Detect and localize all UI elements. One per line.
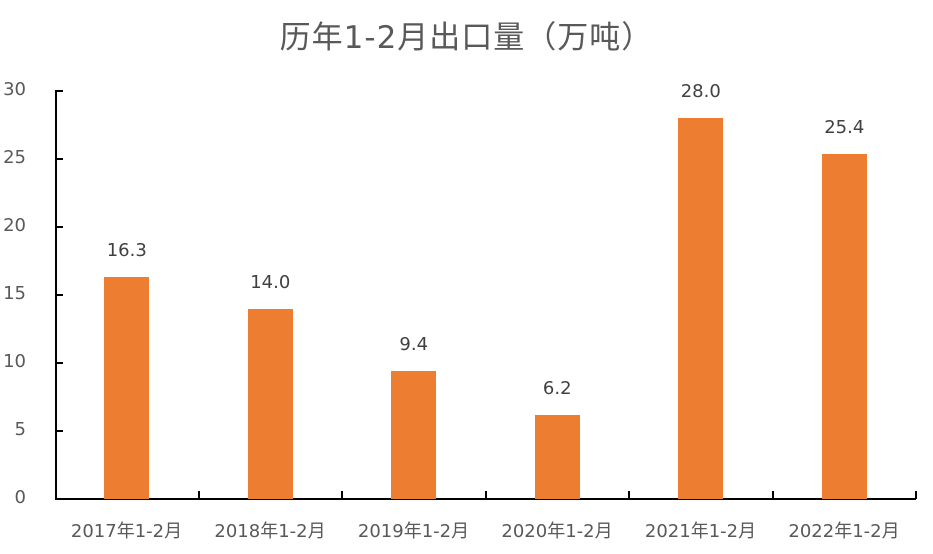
y-tick-label: 15 <box>3 283 26 304</box>
y-tick-label: 30 <box>3 79 26 100</box>
bar[interactable] <box>391 371 437 499</box>
x-tick-mark <box>915 491 917 499</box>
x-category-label: 2017年1-2月 <box>70 521 183 542</box>
y-tick-mark <box>55 430 63 432</box>
bar[interactable] <box>821 153 867 499</box>
y-tick-mark <box>55 90 63 92</box>
bar[interactable] <box>247 308 293 499</box>
data-label: 14.0 <box>250 271 291 293</box>
x-axis-line <box>55 498 916 500</box>
x-category-label: 2020年1-2月 <box>501 521 613 542</box>
y-tick-mark <box>55 362 63 364</box>
x-tick-mark <box>771 491 774 499</box>
x-tick-mark <box>484 491 487 499</box>
x-category-label: 2019年1-2月 <box>357 521 470 542</box>
bar[interactable] <box>678 118 724 499</box>
x-tick-mark <box>197 491 200 499</box>
y-tick-label: 5 <box>14 419 26 440</box>
data-label: 25.4 <box>824 116 865 138</box>
x-category-label: 2022年1-2月 <box>788 521 900 542</box>
x-tick-mark <box>341 491 343 499</box>
data-label: 16.3 <box>106 240 147 262</box>
y-tick-mark <box>55 226 63 228</box>
chart-title: 历年1-2月出口量（万吨） <box>279 20 654 56</box>
x-category-label: 2018年1-2月 <box>214 521 326 542</box>
bar[interactable] <box>104 277 150 499</box>
y-tick-label: 20 <box>3 215 26 236</box>
data-label: 6.2 <box>542 377 572 399</box>
x-category-label: 2021年1-2月 <box>644 521 757 542</box>
y-tick-label: 10 <box>3 351 26 372</box>
x-tick-mark <box>628 491 630 499</box>
y-tick-mark <box>55 294 63 296</box>
y-tick-label: 0 <box>14 487 26 508</box>
bar[interactable] <box>534 414 580 499</box>
y-tick-mark <box>55 158 63 160</box>
data-label: 28.0 <box>680 81 721 103</box>
y-tick-label: 25 <box>3 147 26 168</box>
data-label: 9.4 <box>399 334 429 356</box>
